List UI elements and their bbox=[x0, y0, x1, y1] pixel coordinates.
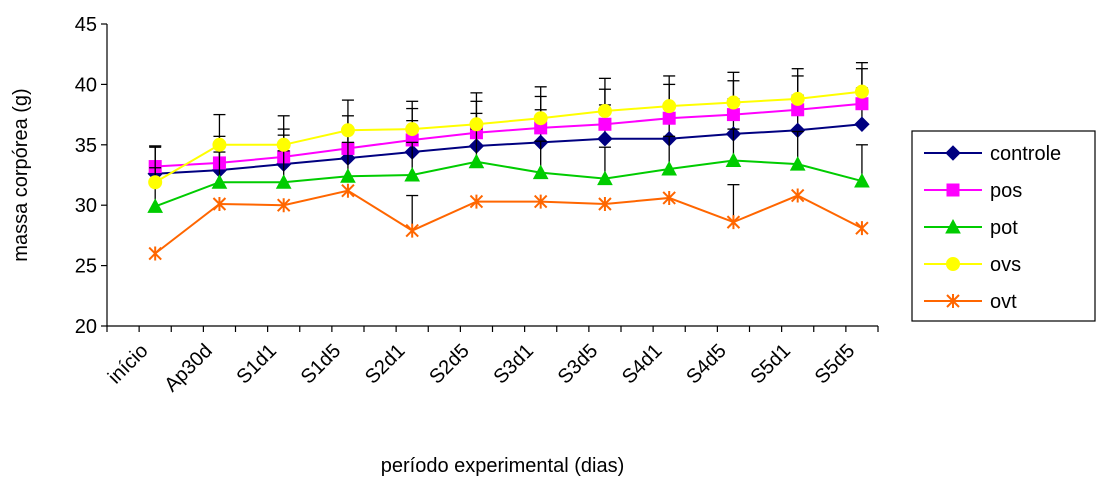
data-point bbox=[662, 111, 676, 125]
data-point bbox=[662, 99, 677, 114]
data-point bbox=[790, 188, 805, 203]
x-tick-label: S2d5 bbox=[425, 340, 474, 389]
x-tick-label: início bbox=[104, 340, 153, 389]
x-tick-label: S4d5 bbox=[682, 340, 731, 389]
legend-marker bbox=[946, 257, 960, 271]
data-point bbox=[275, 174, 292, 189]
data-point bbox=[789, 156, 806, 171]
x-tick-label: S5d1 bbox=[746, 340, 795, 389]
x-axis: início Ap30d S1d1 S1d5 S2d1 S2d5 S3d1 S3d5 S4d1 S… bbox=[104, 325, 879, 396]
x-tick-label: S4d1 bbox=[618, 340, 667, 389]
data-point bbox=[726, 95, 741, 110]
series-ovt bbox=[148, 183, 869, 261]
legend-label: pos bbox=[990, 180, 1022, 202]
data-point bbox=[662, 190, 676, 205]
data-point bbox=[276, 137, 291, 152]
data-point bbox=[726, 108, 740, 122]
plot-area bbox=[147, 62, 870, 261]
y-tick-label: 45 bbox=[75, 14, 97, 36]
data-point bbox=[340, 168, 356, 183]
data-point bbox=[598, 117, 612, 131]
x-tick-label: S3d5 bbox=[554, 340, 603, 389]
y-tick-label: 40 bbox=[75, 74, 97, 96]
data-point bbox=[661, 160, 678, 176]
series-pot bbox=[147, 128, 870, 213]
x-tick-label: S3d1 bbox=[489, 340, 538, 389]
data-point bbox=[405, 122, 420, 137]
x-tick-label: S5d5 bbox=[811, 340, 860, 389]
data-point bbox=[212, 137, 227, 152]
legend-label: pot bbox=[990, 217, 1018, 239]
data-point bbox=[854, 116, 870, 132]
series-line bbox=[155, 123, 863, 175]
legend-item-ovs: ovs bbox=[924, 254, 1021, 276]
data-point bbox=[148, 246, 162, 261]
data-point bbox=[148, 175, 163, 190]
data-point bbox=[533, 111, 548, 126]
x-tick-label: S2d1 bbox=[361, 340, 410, 389]
series-line bbox=[154, 90, 863, 184]
legend-marker bbox=[945, 145, 961, 161]
data-point bbox=[340, 123, 355, 138]
series-line bbox=[154, 189, 863, 255]
y-axis-title: massa corpórea (g) bbox=[10, 88, 32, 261]
data-point bbox=[855, 221, 869, 236]
y-axis: 20 25 30 35 40 45 bbox=[75, 14, 108, 338]
data-point bbox=[597, 170, 613, 186]
data-point bbox=[211, 174, 228, 189]
legend-label: controle bbox=[990, 143, 1061, 165]
data-point bbox=[726, 215, 741, 230]
legend-label: ovs bbox=[990, 254, 1021, 276]
series-ovs bbox=[148, 62, 869, 190]
legend-item-ovt: ovt bbox=[924, 291, 1017, 313]
data-point bbox=[404, 166, 421, 182]
data-point bbox=[468, 153, 485, 169]
data-point bbox=[854, 84, 869, 99]
data-point bbox=[533, 194, 548, 209]
y-tick-label: 35 bbox=[75, 135, 97, 157]
data-point bbox=[341, 183, 355, 198]
data-point bbox=[469, 194, 484, 209]
y-tick-label: 25 bbox=[75, 256, 97, 278]
x-tick-label: S1d5 bbox=[297, 340, 346, 389]
data-point bbox=[532, 164, 549, 180]
data-point bbox=[854, 172, 870, 188]
legend-item-pot: pot bbox=[924, 217, 1018, 239]
data-point bbox=[405, 223, 419, 238]
legend-label: ovt bbox=[990, 291, 1017, 313]
data-point bbox=[598, 196, 612, 211]
y-tick-label: 30 bbox=[75, 195, 97, 217]
legend-marker bbox=[945, 218, 961, 234]
data-point bbox=[276, 198, 291, 213]
series-line bbox=[155, 102, 863, 168]
data-point bbox=[212, 196, 227, 211]
legend-item-controle: controle bbox=[924, 143, 1061, 165]
data-point bbox=[855, 97, 869, 111]
legend: controle pos pot ovs ovt bbox=[911, 130, 1096, 322]
x-axis-title: período experimental (dias) bbox=[381, 455, 624, 477]
data-point bbox=[147, 198, 164, 213]
series-line bbox=[154, 159, 863, 208]
data-point bbox=[725, 152, 742, 168]
legend-item-pos: pos bbox=[924, 180, 1022, 202]
legend-marker bbox=[946, 294, 960, 308]
data-point bbox=[790, 91, 805, 106]
x-tick-label: S1d1 bbox=[232, 340, 281, 389]
legend-marker bbox=[946, 183, 960, 197]
data-point bbox=[597, 131, 613, 147]
data-point bbox=[597, 103, 612, 118]
data-point bbox=[469, 117, 484, 132]
y-tick-label: 20 bbox=[75, 316, 97, 338]
x-tick-label: Ap30d bbox=[160, 340, 216, 396]
